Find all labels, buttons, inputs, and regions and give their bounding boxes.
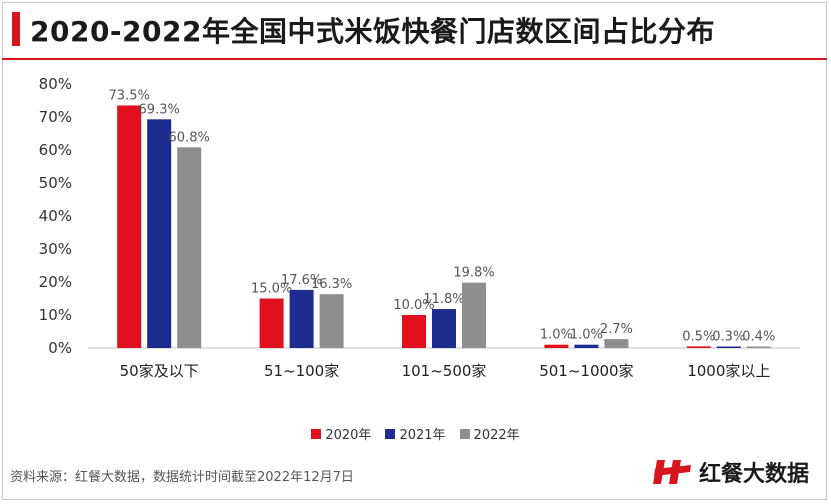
legend-item-2: 2021年 <box>385 424 446 443</box>
data-label: 73.5% <box>109 88 150 103</box>
bar-2-1 <box>147 119 172 348</box>
x-tick-label: 51~100家 <box>264 362 339 380</box>
bar-1-2 <box>259 298 284 348</box>
y-tick-label: 10% <box>39 306 72 324</box>
y-tick-label: 0% <box>48 339 72 357</box>
bar-3-5 <box>746 346 771 348</box>
data-label: 19.8% <box>453 266 494 281</box>
legend-label: 2020年 <box>325 428 372 443</box>
bar-2-2 <box>289 289 314 348</box>
data-label: 1.0% <box>570 328 603 343</box>
bar-1-3 <box>402 315 426 348</box>
legend-item-3: 2022年 <box>459 424 520 443</box>
data-label: 17.6% <box>281 273 322 288</box>
data-label: 69.3% <box>139 102 180 117</box>
data-label: 15.0% <box>251 282 292 297</box>
title-divider <box>2 58 827 60</box>
bar-1-5 <box>686 346 711 348</box>
y-tick-label: 60% <box>39 141 72 159</box>
y-tick-label: 40% <box>39 207 72 225</box>
y-tick-label: 20% <box>39 273 72 291</box>
logo-mark-icon <box>652 460 691 484</box>
title-accent-bar <box>12 12 20 46</box>
data-label: 1.0% <box>540 328 573 343</box>
bar-2-4 <box>574 344 599 348</box>
bar-3-4 <box>604 339 629 348</box>
data-label: 0.3% <box>712 330 745 345</box>
y-tick-label: 30% <box>39 240 72 258</box>
y-tick-label: 50% <box>39 174 72 192</box>
bar-3-1 <box>177 147 202 348</box>
bar-1-1 <box>117 105 142 348</box>
chart-legend: 2020年 2021年 2022年 <box>0 424 831 443</box>
logo-text: 红餐大数据 <box>698 462 809 487</box>
x-tick-label: 501~1000家 <box>539 362 633 380</box>
legend-swatch <box>311 428 322 439</box>
data-label: 16.3% <box>311 277 352 292</box>
legend-label: 2021年 <box>399 428 446 443</box>
source-note: 资料来源：红餐大数据，数据统计时间截至2022年12月7日 <box>10 470 354 485</box>
bar-3-2 <box>319 294 344 348</box>
x-tick-label: 1000家以上 <box>687 362 770 380</box>
bar-1-4 <box>544 344 569 348</box>
brand-logo: 红餐大数据 <box>652 456 809 488</box>
bar-3-3 <box>462 282 486 348</box>
data-label: 11.8% <box>423 292 464 307</box>
x-tick-label: 101~500家 <box>402 362 487 380</box>
data-label: 60.8% <box>169 130 210 145</box>
data-label: 0.5% <box>682 329 715 344</box>
legend-swatch <box>459 428 470 439</box>
data-label: 10.0% <box>393 298 434 313</box>
bar-2-5 <box>716 346 741 348</box>
data-label: 0.4% <box>742 330 775 345</box>
legend-label: 2022年 <box>473 428 520 443</box>
y-tick-label: 80% <box>39 75 72 93</box>
bar-2-3 <box>432 309 456 348</box>
legend-item-1: 2020年 <box>311 424 371 443</box>
x-tick-label: 50家及以下 <box>120 362 199 380</box>
y-tick-label: 70% <box>39 108 72 126</box>
data-label: 2.7% <box>600 322 633 337</box>
legend-swatch <box>385 428 396 439</box>
chart-title: 2020-2022年全国中式米饭快餐门店数区间占比分布 <box>30 15 715 48</box>
